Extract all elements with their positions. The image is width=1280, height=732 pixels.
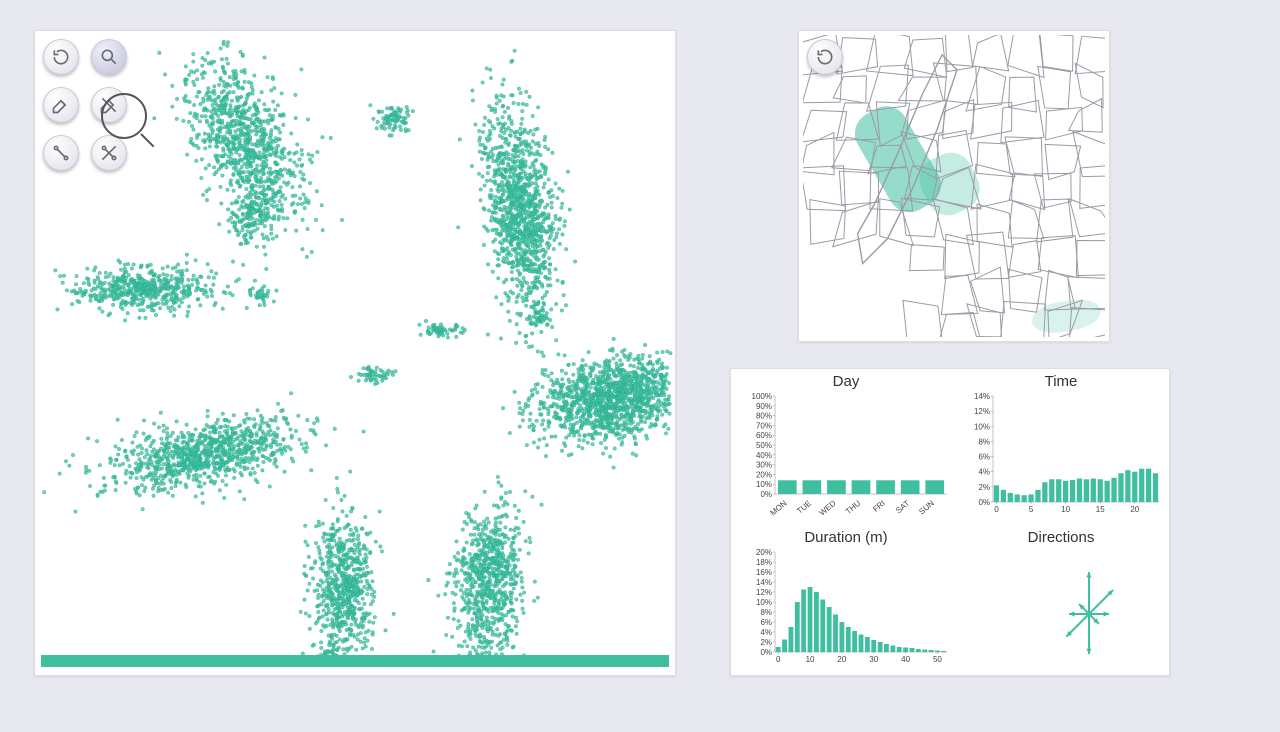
scatter-baseline-bar xyxy=(41,655,669,667)
brush-clear-button[interactable] xyxy=(91,87,127,123)
day-chart-title: Day xyxy=(741,373,951,390)
time-chart[interactable]: Time 0%2%4%6%8%10%12%14%05101520 xyxy=(959,373,1163,521)
brush-clear-icon xyxy=(99,95,119,115)
charts-panel: Day 0%10%20%30%40%50%60%70%80%90%100%MON… xyxy=(730,368,1170,676)
scatter-plot[interactable] xyxy=(35,31,675,675)
time-chart-title: Time xyxy=(959,373,1163,390)
minimap-refresh-button[interactable] xyxy=(807,39,843,75)
brush-icon xyxy=(51,95,71,115)
minimap[interactable] xyxy=(803,35,1105,337)
directions-chart[interactable]: Directions xyxy=(959,529,1163,671)
scatter-panel xyxy=(34,30,676,676)
zoom-button[interactable] xyxy=(91,39,127,75)
directions-chart-title: Directions xyxy=(959,529,1163,546)
link-clear-button[interactable] xyxy=(91,135,127,171)
refresh-icon xyxy=(815,47,835,67)
day-chart[interactable]: Day 0%10%20%30%40%50%60%70%80%90%100%MON… xyxy=(741,373,951,521)
zoom-icon xyxy=(99,47,119,67)
duration-chart[interactable]: Duration (m) 0%2%4%6%8%10%12%14%16%18%20… xyxy=(741,529,951,671)
refresh-icon xyxy=(51,47,71,67)
link-icon xyxy=(51,143,71,163)
link-button[interactable] xyxy=(43,135,79,171)
refresh-button[interactable] xyxy=(43,39,79,75)
brush-button[interactable] xyxy=(43,87,79,123)
link-clear-icon xyxy=(99,143,119,163)
duration-chart-title: Duration (m) xyxy=(741,529,951,546)
minimap-panel xyxy=(798,30,1110,342)
